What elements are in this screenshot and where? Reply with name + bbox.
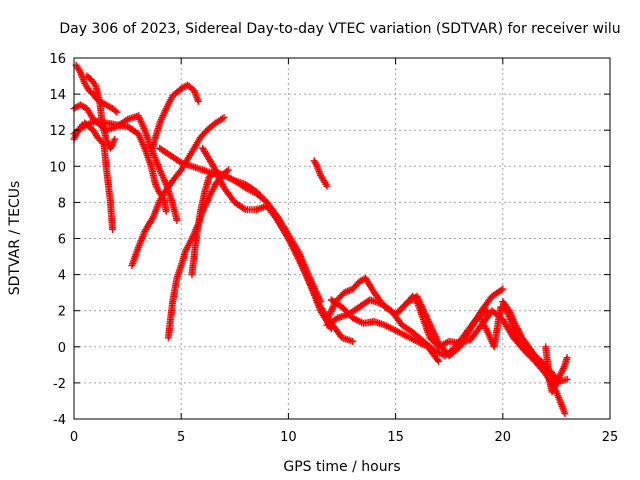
y-axis: -4 -2 0 2 4 6 8 10 12 14 16 bbox=[49, 52, 610, 428]
data-point bbox=[563, 375, 571, 383]
y-tick-label: 8 bbox=[58, 196, 66, 211]
data-point-interp bbox=[332, 315, 340, 323]
y-tick-label: 12 bbox=[49, 124, 66, 139]
series-track-14 bbox=[323, 296, 492, 360]
series-track-7 bbox=[147, 81, 202, 156]
x-axis-title: GPS time / hours bbox=[283, 459, 400, 475]
x-tick-label: 0 bbox=[70, 430, 78, 445]
series-track-20 bbox=[542, 343, 571, 396]
data-point bbox=[111, 135, 119, 143]
data-point-interp bbox=[223, 167, 231, 175]
y-axis-title: SDTVAR / TECUs bbox=[7, 181, 23, 296]
data-point bbox=[109, 225, 117, 233]
data-point-interp bbox=[497, 286, 505, 294]
data-point bbox=[563, 354, 571, 362]
series-track-2 bbox=[70, 101, 181, 224]
y-tick-label: 16 bbox=[49, 52, 66, 67]
grid-lines bbox=[74, 58, 610, 419]
series-track-15 bbox=[327, 296, 442, 365]
plot-marks bbox=[70, 61, 571, 418]
data-point bbox=[224, 166, 232, 174]
data-point bbox=[220, 114, 228, 122]
series-track-11 bbox=[199, 144, 335, 333]
data-point-interp bbox=[176, 158, 184, 166]
data-point bbox=[561, 410, 569, 418]
series-track-1 bbox=[70, 119, 117, 233]
y-tick-label: 6 bbox=[58, 233, 66, 248]
series-track-8 bbox=[164, 166, 232, 342]
x-tick-label: 10 bbox=[280, 430, 297, 445]
y-tick-label: -4 bbox=[53, 413, 66, 428]
x-tick-label: 15 bbox=[387, 430, 404, 445]
x-axis: 0 5 10 15 20 25 bbox=[70, 58, 618, 445]
data-point bbox=[434, 357, 442, 365]
data-point bbox=[327, 325, 335, 333]
series-track-16 bbox=[396, 292, 442, 351]
data-point bbox=[349, 337, 357, 345]
series-track-5 bbox=[83, 72, 119, 152]
data-point bbox=[194, 97, 202, 105]
series-track-4 bbox=[72, 61, 121, 116]
y-tick-label: -2 bbox=[53, 377, 66, 392]
series-track-18 bbox=[477, 303, 563, 387]
data-point bbox=[323, 182, 331, 190]
y-tick-label: 14 bbox=[49, 88, 66, 103]
x-tick-label: 5 bbox=[177, 430, 185, 445]
x-tick-label: 20 bbox=[495, 430, 512, 445]
data-point-interp bbox=[111, 107, 119, 115]
data-point bbox=[173, 216, 181, 224]
y-tick-label: 4 bbox=[58, 269, 66, 284]
data-point bbox=[113, 108, 121, 116]
x-tick-label: 25 bbox=[602, 430, 619, 445]
data-point bbox=[499, 285, 507, 293]
y-tick-label: 2 bbox=[58, 305, 66, 320]
data-point-interp bbox=[240, 205, 248, 213]
data-point bbox=[162, 207, 170, 215]
data-point-interp bbox=[122, 116, 130, 124]
data-point-interp bbox=[81, 122, 89, 130]
y-tick-label: 0 bbox=[58, 341, 66, 356]
data-point-interp bbox=[433, 356, 441, 364]
chart-title: Day 306 of 2023, Sidereal Day-to-day VTE… bbox=[59, 21, 620, 37]
series-track-12 bbox=[310, 157, 331, 190]
y-tick-label: 10 bbox=[49, 160, 66, 175]
